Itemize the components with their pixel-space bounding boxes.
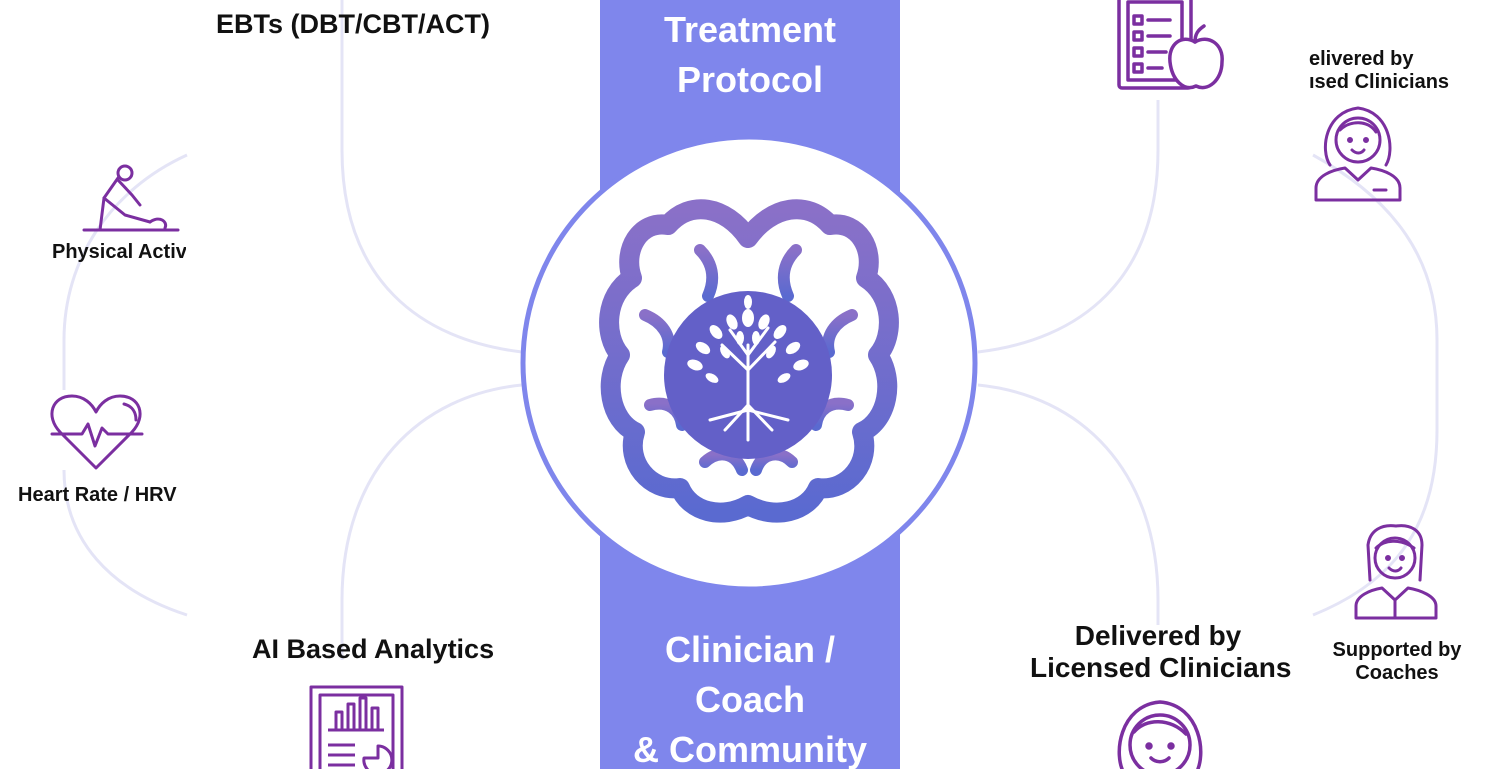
checklist-apple-icon — [1117, 0, 1224, 90]
center-bottom-label-line1: Clinician / — [664, 629, 836, 670]
female-coach-icon — [1354, 524, 1438, 620]
supported-coaches-line1: Supported by — [1332, 639, 1462, 661]
connector-outer-left-top — [62, 153, 188, 390]
ai-analytics-label: AI Based Analytics — [252, 634, 495, 664]
physical-activity-label: Physical Activ — [52, 241, 186, 263]
ebt-label: EBTs (DBT/CBT/ACT) — [216, 9, 490, 39]
female-clinician-bottom-icon — [1117, 700, 1203, 769]
report-chart-icon — [309, 685, 404, 769]
center-bottom-label: Clinician / Coach & Community — [600, 625, 900, 775]
center-bottom-label-line3: & Community — [633, 729, 867, 770]
delivered-clinicians-line1: Delivered by — [1074, 620, 1242, 651]
center-top-label: Treatment Protocol — [600, 5, 900, 105]
connector-outer-left-bottom — [62, 469, 188, 617]
female-clinician-icon — [1314, 106, 1402, 202]
center-top-label-line2: Protocol — [676, 59, 823, 100]
connector-left-bottom — [340, 383, 523, 660]
stretching-person-icon — [82, 164, 180, 232]
center-top-label-line1: Treatment — [663, 9, 837, 50]
connector-left-top — [340, 0, 523, 354]
outer-delivered-line1: elivered by — [1309, 48, 1414, 70]
supported-coaches-line2: Coaches — [1355, 662, 1439, 684]
outer-delivered-line2: ısed Clinicians — [1309, 71, 1450, 93]
supported-coaches-label: Supported by Coaches — [1322, 639, 1472, 685]
brain-tree-icon — [599, 199, 899, 523]
heart-pulse-icon — [50, 394, 144, 470]
center-bottom-label-line2: Coach — [694, 679, 806, 720]
heart-rate-label: Heart Rate / HRV — [18, 484, 177, 506]
connector-lines — [62, 0, 1439, 660]
outer-delivered-clinicians-label: elivered by ısed Clinicians — [1309, 48, 1459, 94]
delivered-clinicians-line2: Licensed Clinicians — [1030, 652, 1292, 684]
connector-right-bottom — [977, 383, 1160, 625]
delivered-clinicians-label: Delivered by Licensed Clinicians — [1030, 620, 1292, 684]
connector-outer-right-top — [1312, 153, 1439, 430]
connector-outer-right-bottom — [1312, 429, 1439, 617]
connector-right-top — [977, 100, 1160, 354]
